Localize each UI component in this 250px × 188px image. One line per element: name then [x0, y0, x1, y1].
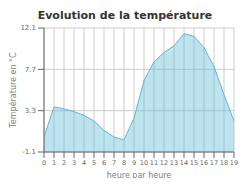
svg-text:8: 8 — [122, 159, 126, 167]
svg-text:14: 14 — [180, 159, 188, 167]
html-text:Evolution de la température: Evolution de la température — [37, 9, 213, 22]
svg-text:17: 17 — [210, 159, 218, 167]
svg-text:7: 7 — [112, 159, 116, 167]
svg-text:1: 1 — [52, 159, 56, 167]
svg-text:16: 16 — [200, 159, 208, 167]
svg-text:heure par heure: heure par heure — [107, 171, 172, 178]
svg-text:5: 5 — [92, 159, 96, 167]
svg-text:19: 19 — [230, 159, 238, 167]
svg-text:4: 4 — [82, 159, 86, 167]
svg-text:13: 13 — [170, 159, 178, 167]
svg-text:10: 10 — [140, 159, 148, 167]
svg-text:15: 15 — [190, 159, 198, 167]
svg-text:-1.1: -1.1 — [22, 148, 36, 156]
svg-text:3.3: 3.3 — [25, 107, 36, 115]
svg-text:18: 18 — [220, 159, 228, 167]
svg-text:9: 9 — [132, 159, 136, 167]
svg-text:Température en °C: Température en °C — [8, 52, 18, 129]
svg-text:12.1: 12.1 — [20, 24, 36, 32]
svg-text:11: 11 — [150, 159, 158, 167]
svg-text:0: 0 — [42, 159, 46, 167]
svg-text:12: 12 — [160, 159, 168, 167]
svg-text:7.7: 7.7 — [25, 66, 36, 74]
svg-text:3: 3 — [72, 159, 76, 167]
svg-text:6: 6 — [102, 159, 106, 167]
svg-text:2: 2 — [62, 159, 66, 167]
